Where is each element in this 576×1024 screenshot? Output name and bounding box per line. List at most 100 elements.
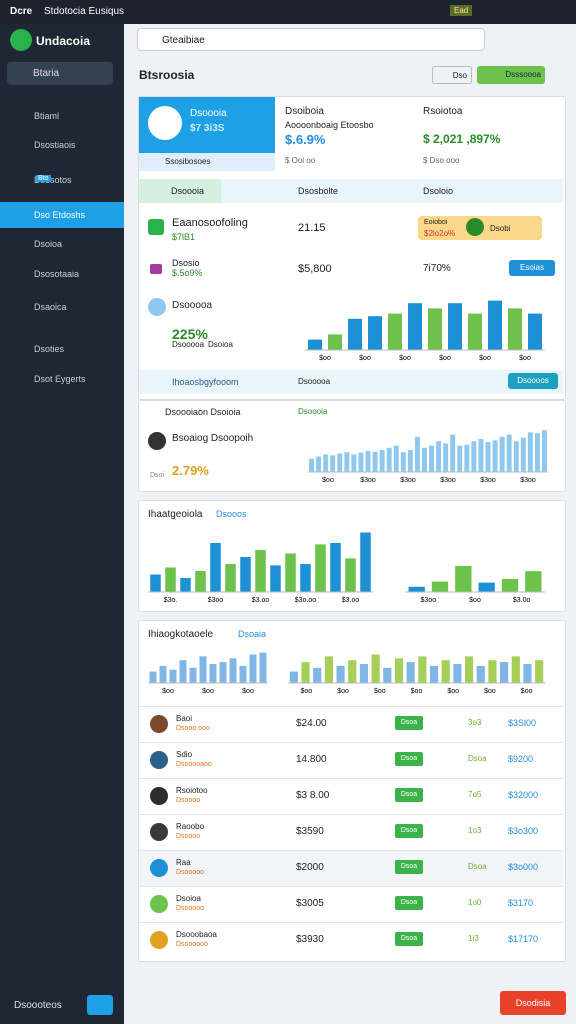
row-name: Rsoiotoo (176, 786, 208, 795)
col3-foot: $ Dso ooo (423, 156, 460, 165)
nav-item[interactable]: Dsaoica (34, 302, 67, 312)
row-sub: Dsoooo (176, 797, 201, 804)
bar (316, 456, 322, 472)
mini-chart: $oo $oo $oo $oo $oo $oo (305, 300, 545, 362)
bar (501, 579, 519, 592)
x-label: $oo (521, 688, 533, 695)
header-primary[interactable]: Dsssoooa (477, 66, 545, 84)
tab[interactable]: Dsosbolte (298, 186, 339, 196)
sidebar-footer-button[interactable] (87, 995, 113, 1015)
bar (386, 447, 392, 472)
x-label: $3oo (421, 597, 437, 604)
avatar (150, 715, 168, 733)
bar (476, 665, 485, 683)
bar (348, 318, 362, 350)
bar (285, 553, 296, 592)
bar (464, 444, 470, 472)
bar (259, 652, 267, 683)
row-sub: Dsooooo (176, 869, 205, 876)
bar (388, 313, 402, 350)
bar (345, 558, 356, 592)
row-value: $3o300 (508, 826, 539, 836)
x-label: $oo (411, 688, 423, 695)
bar-sub: Dsoioa (208, 340, 233, 349)
bar (249, 654, 257, 683)
x-label: $oo (319, 355, 331, 362)
card-value: 2.79% (172, 463, 209, 478)
bar (210, 543, 221, 592)
row-value: $3o000 (508, 862, 539, 872)
bar (359, 664, 369, 683)
tab[interactable]: Dsoloio (423, 186, 454, 196)
x-label: $3.oo (342, 597, 360, 604)
tab[interactable]: Dsoooia (139, 179, 221, 203)
row-value: $5,800 (298, 263, 332, 275)
bar (407, 450, 413, 472)
x-label: $oo (337, 688, 349, 695)
bar (344, 452, 350, 472)
card-foot: Dsoi (150, 472, 165, 479)
bar (394, 658, 404, 683)
row-button[interactable]: Esoias (509, 260, 555, 276)
nav-item[interactable]: Dsosotos (34, 175, 72, 185)
row-status: Dsoa (395, 716, 423, 730)
row-pill-label: Eoioboi (424, 219, 448, 226)
bar-footer-title: Ihoaosbgyfooom (172, 377, 239, 387)
row-pct: 7i70% (423, 263, 451, 274)
row-sub: Dsooooaoo (176, 761, 212, 768)
bar (523, 664, 532, 683)
sidebar-search[interactable]: Btaria (7, 62, 113, 85)
footer-button[interactable]: Dsodisia (500, 991, 566, 1015)
bar (225, 564, 236, 592)
row-pill-dot (466, 218, 484, 236)
x-label: $oo (359, 355, 371, 362)
bar (371, 654, 380, 683)
card-title: Ihaatgeoiola (148, 509, 203, 520)
card-name: Bsoaiog Dsoopoih (172, 433, 254, 444)
card (138, 500, 566, 612)
row-name: Baoi (176, 714, 193, 723)
x-label: $3oo (360, 477, 376, 484)
row-value: $9200 (508, 754, 534, 764)
x-label: $oo (479, 355, 491, 362)
x-label: $3.oo (252, 597, 270, 604)
status-badge: Ead (450, 5, 473, 16)
nav-item[interactable]: Dsoties (34, 344, 65, 354)
x-label: $oo (439, 355, 451, 362)
row-amount: $24.00 (296, 718, 327, 729)
top-search[interactable]: Gteaibiae (137, 28, 485, 51)
bar (414, 436, 420, 472)
row-sub: Dsooooo (176, 905, 205, 912)
row-name: Dsooobaoa (176, 930, 217, 939)
bar (408, 586, 425, 592)
bar-footer-button[interactable]: Dsoooos (508, 373, 558, 389)
bar (534, 433, 540, 472)
bar (315, 544, 326, 592)
bar (468, 313, 482, 350)
bar (229, 658, 237, 683)
bar (330, 543, 341, 592)
nav-item[interactable]: Dsot Eygerts (34, 374, 86, 384)
x-label: $oo (469, 597, 481, 604)
bar (428, 308, 442, 350)
bar (179, 660, 187, 683)
nav-item[interactable]: Dsosotaaia (34, 269, 80, 279)
bar (199, 656, 207, 683)
x-label: $oo (374, 688, 386, 695)
row-pill-value: $2lo2o% (424, 229, 456, 238)
card-title: Dsoooiaon Dsoioia (165, 407, 241, 417)
nav-item[interactable]: Btiaml (34, 111, 60, 121)
bar (209, 664, 217, 683)
bar (520, 437, 526, 472)
nav-item[interactable]: Dsostiaois (34, 140, 76, 150)
bar (436, 441, 442, 472)
header-button[interactable]: Dso (432, 66, 472, 84)
sidebar-footer[interactable]: Dsoooteos (14, 1000, 62, 1011)
row-pct: 1i3 (468, 934, 479, 943)
nav-item[interactable]: Dso Etdoshs (0, 202, 124, 228)
nav-item[interactable]: Dsoioa (34, 239, 63, 249)
x-label: $oo (484, 688, 496, 695)
row-pill-text: Dsobi (490, 224, 511, 233)
bar (511, 656, 520, 683)
header-title: Btsroosia (139, 68, 195, 82)
